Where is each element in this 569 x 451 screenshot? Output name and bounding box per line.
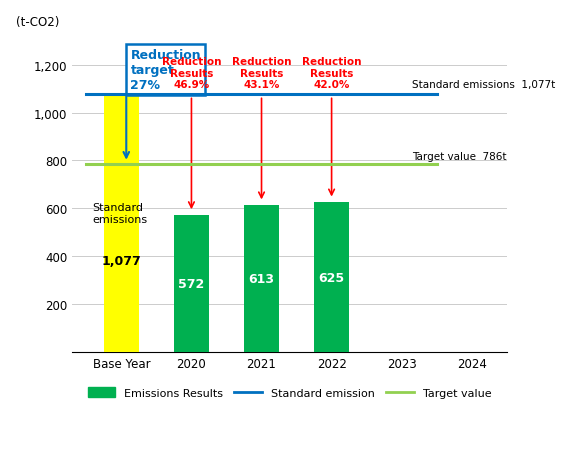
- Text: 613: 613: [249, 272, 274, 285]
- Bar: [174, 216, 209, 352]
- Text: Reduction
Results
42.0%: Reduction Results 42.0%: [302, 57, 361, 90]
- Text: 1,077: 1,077: [101, 255, 141, 268]
- Bar: [104, 95, 139, 352]
- Text: Target value  786t: Target value 786t: [412, 152, 506, 162]
- Text: Reduction
Results
46.9%: Reduction Results 46.9%: [162, 57, 221, 90]
- Legend: Emissions Results, Standard emission, Target value: Emissions Results, Standard emission, Ta…: [83, 383, 496, 402]
- Text: Reduction
target
27%: Reduction target 27%: [130, 49, 201, 92]
- Text: 625: 625: [319, 271, 345, 284]
- Text: Reduction
Results
43.1%: Reduction Results 43.1%: [232, 57, 291, 90]
- Bar: [244, 206, 279, 352]
- Text: Standard
emissions: Standard emissions: [92, 203, 147, 225]
- Text: 572: 572: [178, 277, 205, 290]
- Bar: [314, 203, 349, 352]
- Text: Standard emissions  1,077t: Standard emissions 1,077t: [412, 80, 555, 90]
- Text: (t-CO2): (t-CO2): [16, 16, 59, 29]
